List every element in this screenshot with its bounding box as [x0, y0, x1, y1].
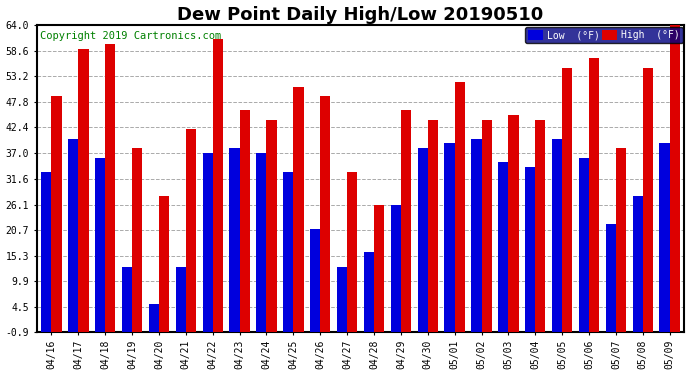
Bar — [159, 196, 169, 332]
Bar — [509, 115, 519, 332]
Bar — [562, 68, 573, 332]
Bar — [552, 139, 562, 332]
Bar — [239, 110, 250, 332]
Bar — [79, 49, 88, 332]
Legend: Low  (°F), High  (°F): Low (°F), High (°F) — [525, 27, 682, 43]
Bar — [401, 110, 411, 332]
Bar — [482, 120, 492, 332]
Text: Copyright 2019 Cartronics.com: Copyright 2019 Cartronics.com — [40, 31, 221, 41]
Bar — [337, 267, 347, 332]
Bar — [444, 144, 455, 332]
Bar — [310, 229, 320, 332]
Bar — [633, 196, 643, 332]
Bar — [498, 162, 509, 332]
Bar — [256, 153, 266, 332]
Bar — [320, 96, 331, 332]
Bar — [347, 172, 357, 332]
Bar — [229, 148, 239, 332]
Bar — [68, 139, 79, 332]
Bar — [266, 120, 277, 332]
Bar — [428, 120, 438, 332]
Bar — [293, 87, 304, 332]
Bar — [149, 304, 159, 332]
Bar — [132, 148, 142, 332]
Bar — [606, 224, 616, 332]
Bar — [176, 267, 186, 332]
Bar — [455, 82, 465, 332]
Bar — [643, 68, 653, 332]
Bar — [52, 96, 61, 332]
Bar — [364, 252, 374, 332]
Bar — [213, 39, 223, 332]
Bar — [203, 153, 213, 332]
Bar — [616, 148, 626, 332]
Bar — [535, 120, 546, 332]
Title: Dew Point Daily High/Low 20190510: Dew Point Daily High/Low 20190510 — [177, 6, 544, 24]
Bar — [186, 129, 196, 332]
Bar — [471, 139, 482, 332]
Bar — [579, 158, 589, 332]
Bar — [106, 44, 115, 332]
Bar — [95, 158, 106, 332]
Bar — [122, 267, 132, 332]
Bar — [374, 205, 384, 332]
Bar — [670, 25, 680, 332]
Bar — [283, 172, 293, 332]
Bar — [660, 144, 670, 332]
Bar — [417, 148, 428, 332]
Bar — [391, 205, 401, 332]
Bar — [41, 172, 52, 332]
Bar — [525, 167, 535, 332]
Bar — [589, 58, 599, 332]
